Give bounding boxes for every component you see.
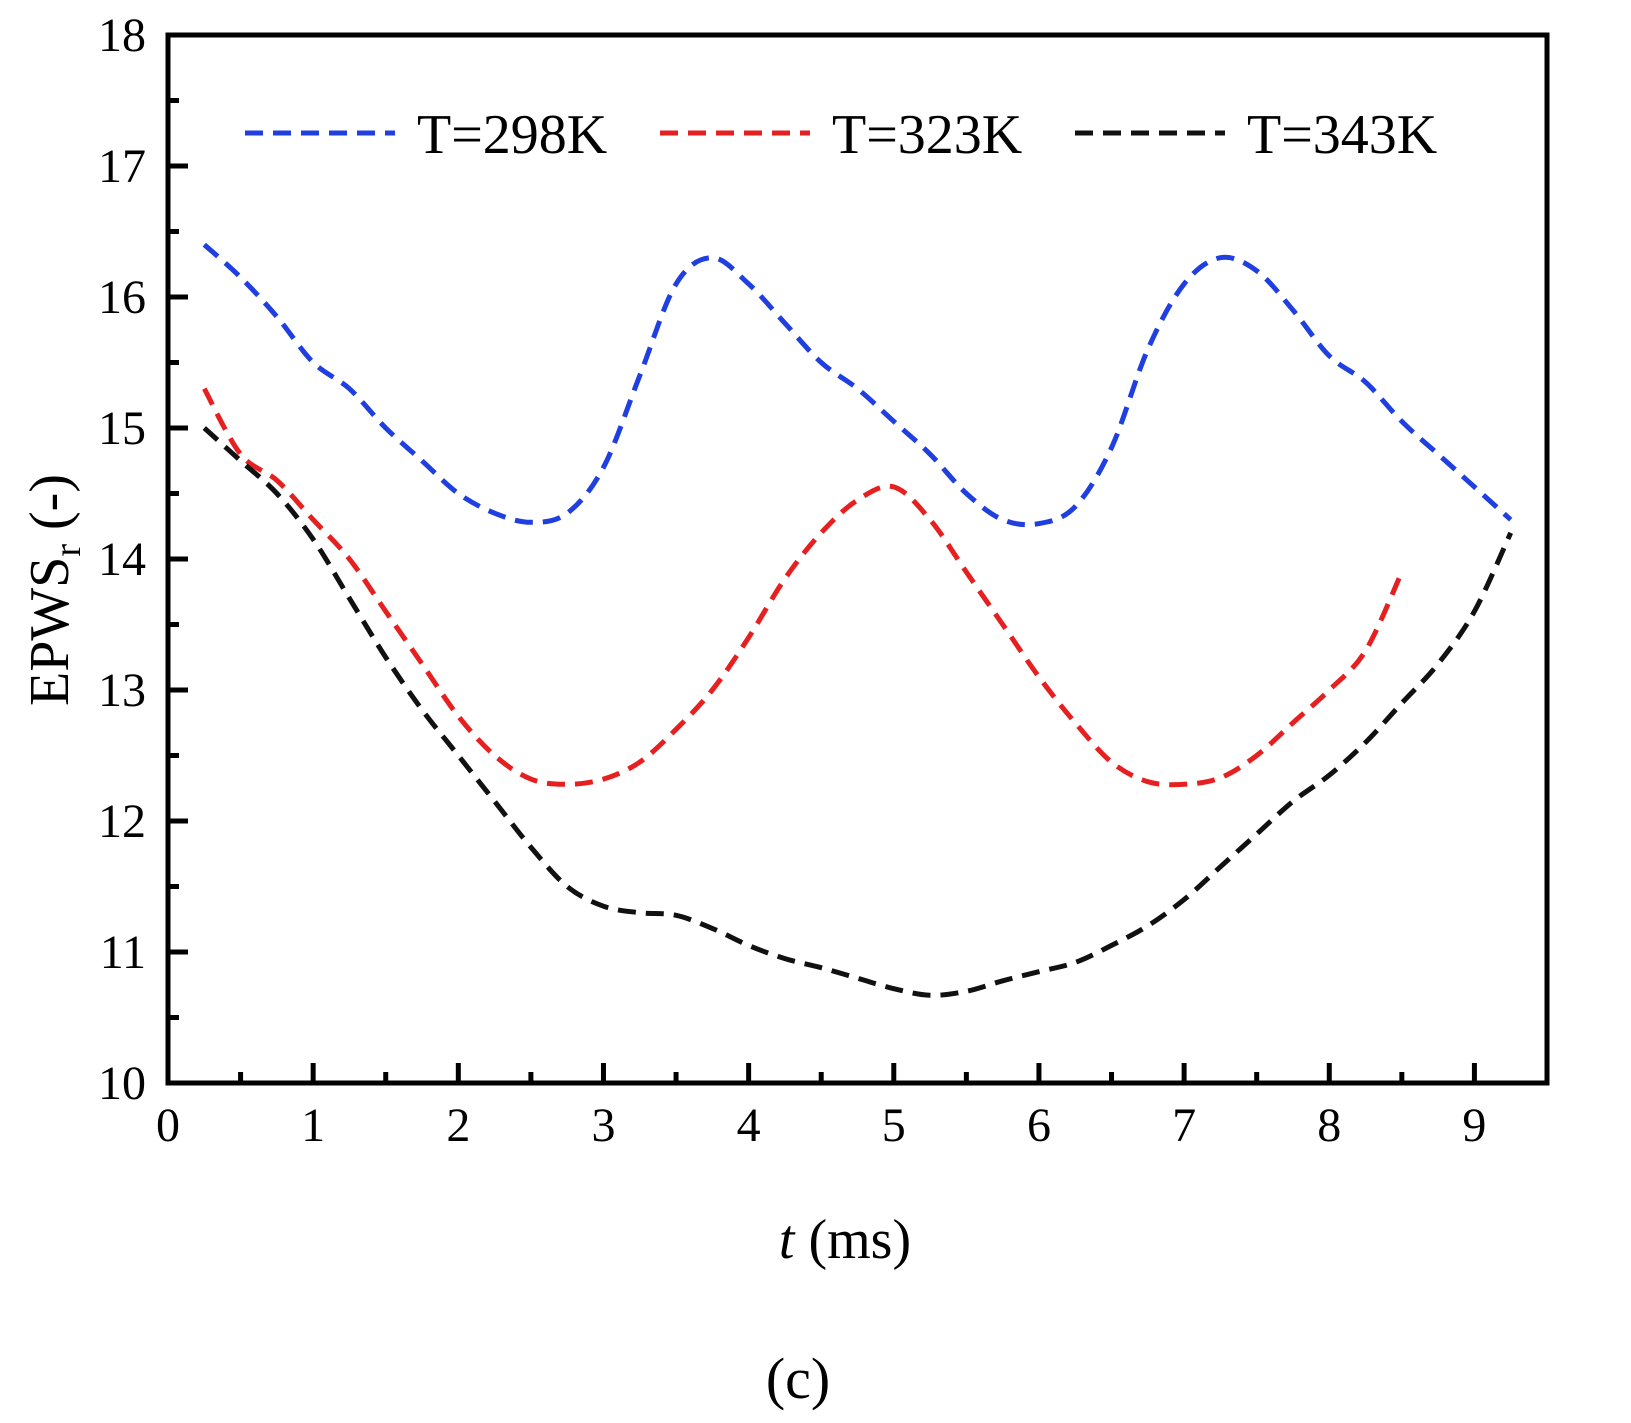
figure-caption: (c) <box>766 1346 830 1411</box>
y-axis-title-subscript: r <box>47 544 89 557</box>
y-axis-title: EPWSr (-) <box>19 474 89 706</box>
x-axis-title-unit: (ms) <box>794 1209 911 1271</box>
x-tick-label: 3 <box>591 1099 615 1152</box>
series-line-1 <box>202 242 1513 528</box>
x-tick-label: 2 <box>446 1099 470 1152</box>
x-tick-label: 9 <box>1462 1099 1486 1152</box>
legend-label-1: T=298K <box>417 104 607 166</box>
y-tick-label: 14 <box>98 533 146 586</box>
y-tick-label: 13 <box>98 664 146 717</box>
x-tick-label: 4 <box>737 1099 761 1152</box>
x-tick-label: 6 <box>1027 1099 1051 1152</box>
series-line-3 <box>202 426 1513 998</box>
x-axis-title-italic: t <box>779 1209 796 1271</box>
x-tick-label: 0 <box>156 1099 180 1152</box>
x-tick-label: 5 <box>882 1099 906 1152</box>
x-tick-label: 1 <box>301 1099 325 1152</box>
x-tick-label: 7 <box>1172 1099 1196 1152</box>
legend-label-2: T=323K <box>832 104 1022 166</box>
y-axis-title-unit: (-) <box>19 474 81 544</box>
y-tick-label: 10 <box>98 1057 146 1110</box>
y-tick-label: 16 <box>98 271 146 324</box>
series-line-2 <box>202 387 1405 788</box>
y-tick-label: 15 <box>98 402 146 455</box>
x-axis-title: t (ms) <box>779 1209 911 1271</box>
x-tick-label: 8 <box>1317 1099 1341 1152</box>
y-tick-label: 11 <box>100 926 146 979</box>
ticks-layer <box>165 32 1477 1086</box>
y-tick-label: 17 <box>98 140 146 193</box>
y-axis-title-main: EPWS <box>19 557 81 706</box>
legend: T=298K T=323K T=343K <box>245 104 1437 166</box>
series-layer <box>202 242 1513 998</box>
y-tick-label: 18 <box>98 9 146 62</box>
plot-frame <box>165 32 1550 1086</box>
legend-label-3: T=343K <box>1247 104 1437 166</box>
y-tick-label: 12 <box>98 795 146 848</box>
